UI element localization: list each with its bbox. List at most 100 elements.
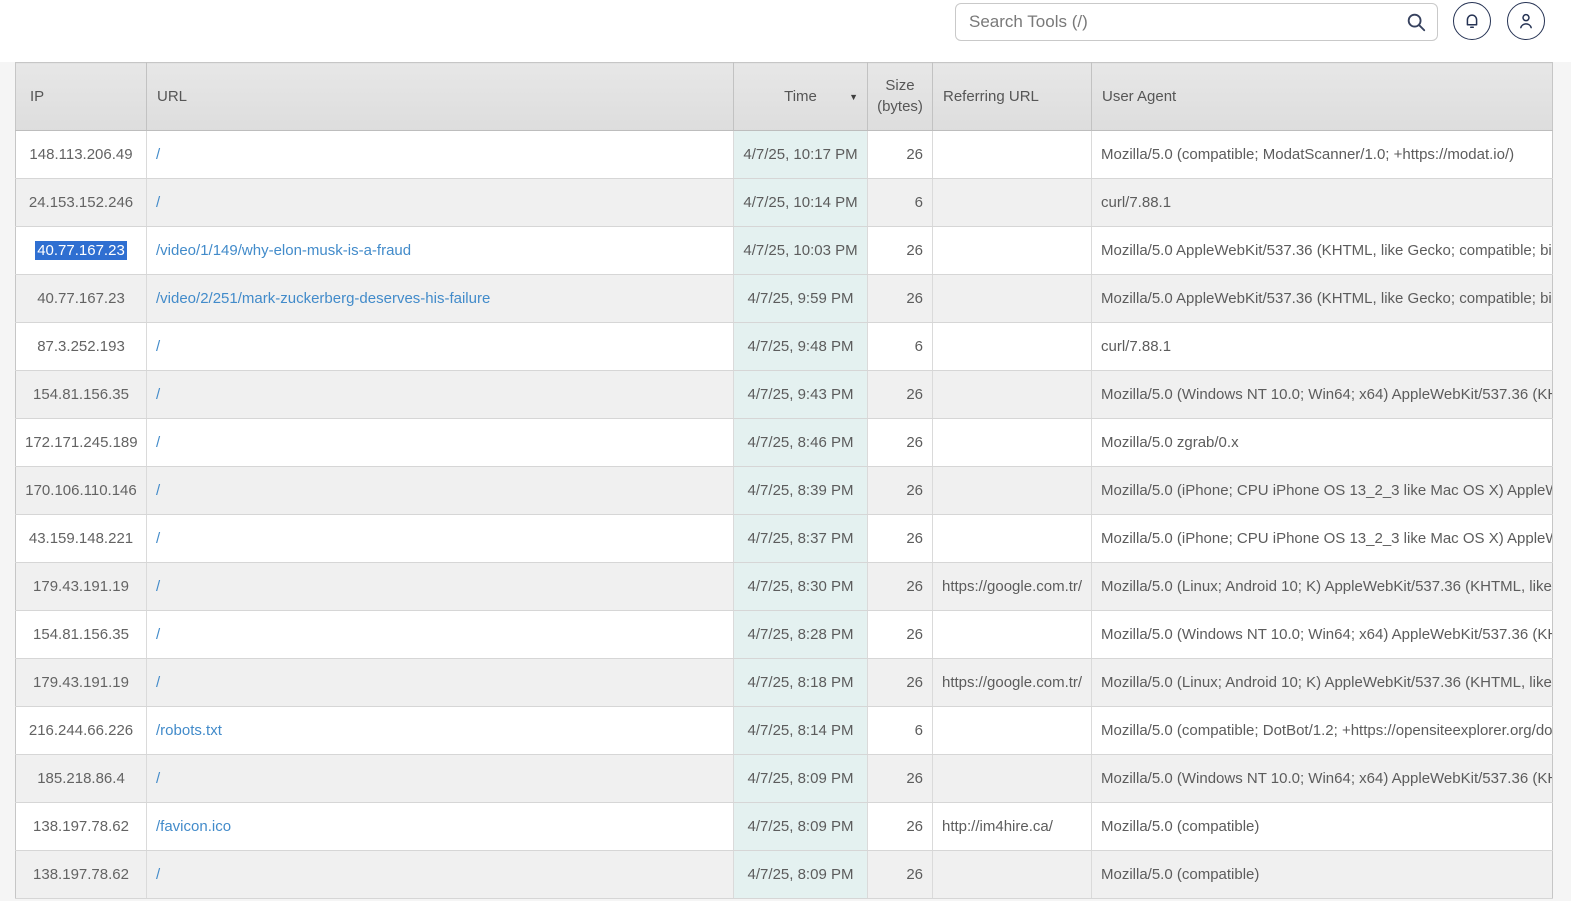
cell-referrer [932,226,1092,275]
cell-ip: 138.197.78.62 [15,802,147,851]
cell-ip: 179.43.191.19 [15,658,147,707]
column-header-ip[interactable]: IP [15,62,147,131]
table-row: 40.77.167.23/video/2/251/mark-zuckerberg… [15,274,1553,323]
cell-url: / [146,514,734,563]
url-link[interactable]: / [156,482,161,499]
cell-user_agent: Mozilla/5.0 (compatible) [1091,850,1553,899]
url-link[interactable]: / [156,626,161,643]
cell-time: 4/7/25, 9:43 PM [733,370,868,419]
url-link[interactable]: / [156,530,161,547]
account-button[interactable] [1507,2,1545,40]
url-link[interactable]: / [156,770,161,787]
url-link[interactable]: / [156,434,161,451]
cell-time: 4/7/25, 8:46 PM [733,418,868,467]
url-link[interactable]: / [156,386,161,403]
cell-user_agent: curl/7.88.1 [1091,322,1553,371]
column-label: IP [30,88,45,105]
cell-ip: 172.171.245.189 [15,418,147,467]
url-link[interactable]: /robots.txt [156,722,222,739]
cell-user_agent: Mozilla/5.0 AppleWebKit/537.36 (KHTML, l… [1091,274,1553,323]
cell-referrer [932,610,1092,659]
cell-url: /video/1/149/why-elon-musk-is-a-fraud [146,226,734,275]
cell-time: 4/7/25, 8:09 PM [733,754,868,803]
url-link[interactable]: / [156,866,161,883]
cell-referrer [932,322,1092,371]
column-header-time[interactable]: Time ▼ [733,62,868,131]
table-row: 154.81.156.35 / 4/7/25, 8:28 PM 26 Mozilla/5… [15,610,1553,659]
cell-ip: 170.106.110.146 [15,466,147,515]
cell-size: 26 [867,562,933,611]
column-label: Referring URL [943,88,1039,105]
cell-time: 4/7/25, 8:28 PM [733,610,868,659]
cell-ip: 185.218.86.4 [15,754,147,803]
cell-size: 26 [867,610,933,659]
cell-referrer [932,178,1092,227]
person-icon [1520,13,1532,29]
cell-referrer [932,754,1092,803]
url-link[interactable]: / [156,146,161,163]
cell-size: 26 [867,850,933,899]
cell-referrer [932,466,1092,515]
cell-size: 26 [867,274,933,323]
cell-time: 4/7/25, 10:14 PM [733,178,868,227]
cell-referrer [932,706,1092,755]
cell-user_agent: Mozilla/5.0 (Windows NT 10.0; Win64; x64… [1091,610,1553,659]
cell-url: / [146,610,734,659]
url-link[interactable]: /video/1/149/why-elon-musk-is-a-fraud [156,242,412,259]
table-row: 43.159.148.221 / 4/7/25, 8:37 PM 26 Mozilla/… [15,514,1553,563]
cell-ip: 87.3.252.193 [15,322,147,371]
cell-referrer: http://im4hire.ca/ [932,802,1092,851]
table-row: 172.171.245.189 / 4/7/25, 8:46 PM 26 Mozilla… [15,418,1553,467]
cell-user_agent: Mozilla/5.0 zgrab/0.x [1091,418,1553,467]
cell-ip: 154.81.156.35 [15,610,147,659]
cell-ip: 40.77.167.23 [15,226,147,275]
url-link[interactable]: / [156,674,161,691]
cell-url: / [146,850,734,899]
cell-time: 4/7/25, 10:17 PM [733,130,868,179]
column-label: User Agent [1102,88,1177,105]
url-link[interactable]: / [156,194,161,211]
url-link[interactable]: /video/2/251/mark-zuckerberg-deserves-hi… [156,290,491,307]
cell-time: 4/7/25, 9:59 PM [733,274,868,323]
cell-user_agent: Mozilla/5.0 (Linux; Android 10; K) Apple… [1091,562,1553,611]
url-link[interactable]: /favicon.ico [156,818,232,835]
sort-desc-icon: ▼ [849,91,858,102]
cell-ip: 216.244.66.226 [15,706,147,755]
cell-referrer: https://google.com.tr/ [932,562,1092,611]
cell-size: 26 [867,754,933,803]
cell-size: 26 [867,466,933,515]
column-header-size[interactable]: Size (bytes) [867,62,933,131]
notifications-button[interactable] [1453,2,1491,40]
cell-time: 4/7/25, 8:14 PM [733,706,868,755]
url-link[interactable]: / [156,338,161,355]
column-header-referrer[interactable]: Referring URL [932,62,1092,131]
cell-user_agent: Mozilla/5.0 (iPhone; CPU iPhone OS 13_2_… [1091,514,1553,563]
cell-referrer [932,130,1092,179]
cell-size: 26 [867,802,933,851]
cell-user_agent: Mozilla/5.0 (compatible; DotBot/1.2; +ht… [1091,706,1553,755]
url-link[interactable]: / [156,578,161,595]
cell-size: 26 [867,370,933,419]
cell-size: 26 [867,418,933,467]
search-icon[interactable] [1405,11,1427,33]
cell-referrer [932,514,1092,563]
cell-time: 4/7/25, 8:18 PM [733,658,868,707]
cell-referrer [932,418,1092,467]
cell-user_agent: Mozilla/5.0 (Windows NT 10.0; Win64; x64… [1091,754,1553,803]
cell-url: / [146,370,734,419]
column-header-user_agent[interactable]: User Agent [1091,62,1553,131]
search-input[interactable] [956,12,1405,32]
cell-url: /video/2/251/mark-zuckerberg-deserves-hi… [146,274,734,323]
cell-url: / [146,178,734,227]
table-row: 185.218.86.4 / 4/7/25, 8:09 PM 26 Mozilla/5.… [15,754,1553,803]
cell-size: 26 [867,658,933,707]
table-row: 154.81.156.35 / 4/7/25, 9:43 PM 26 Mozilla/5… [15,370,1553,419]
cell-ip: 148.113.206.49 [15,130,147,179]
cell-referrer [932,274,1092,323]
cell-size: 26 [867,514,933,563]
cell-ip: 24.153.152.246 [15,178,147,227]
cell-size: 26 [867,226,933,275]
cell-user_agent: Mozilla/5.0 (iPhone; CPU iPhone OS 13_2_… [1091,466,1553,515]
column-header-url[interactable]: URL [146,62,734,131]
